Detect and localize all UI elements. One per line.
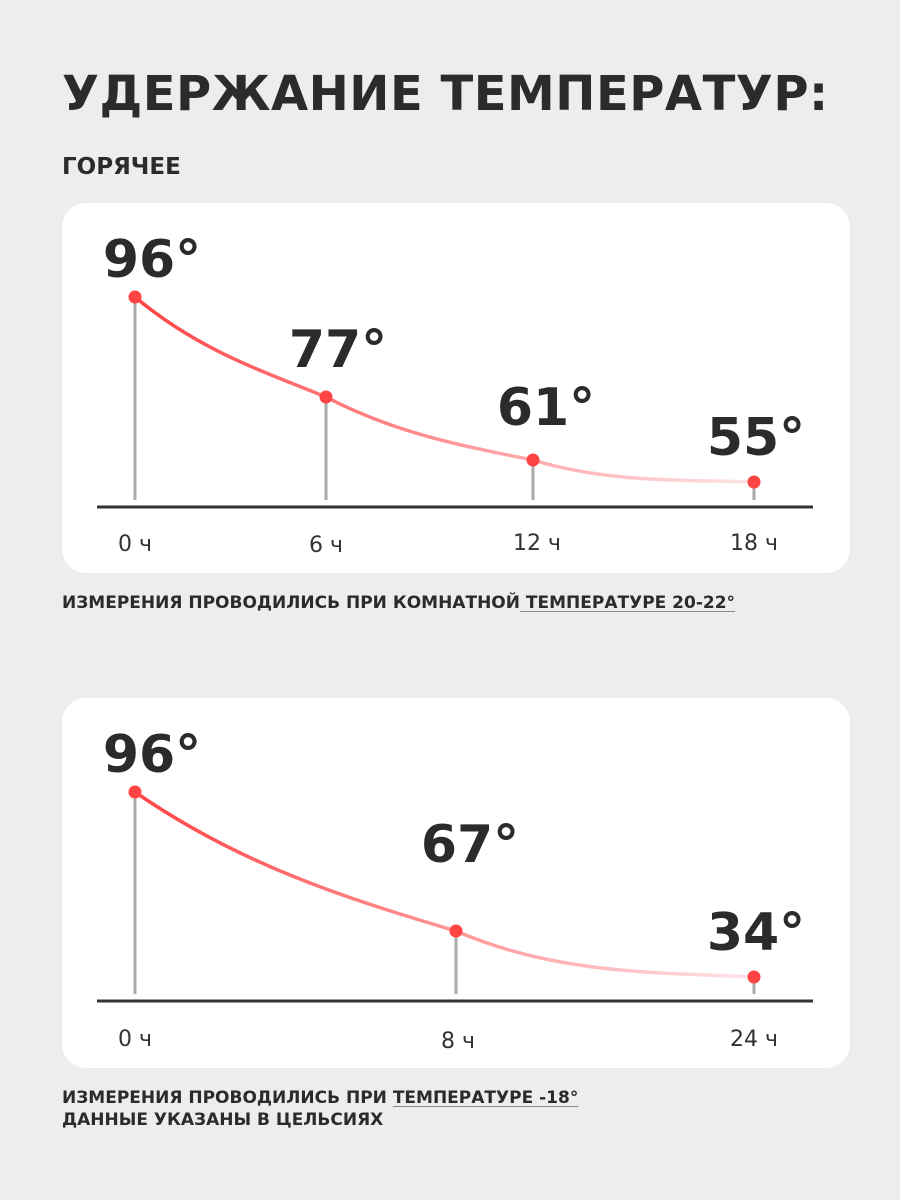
page-title: УДЕРЖАНИЕ ТЕМПЕРАТУР: [62,66,829,122]
caption-1-text: ИЗМЕРЕНИЯ ПРОВОДИЛИСЬ ПРИ КОМНАТНОЙ [62,593,520,613]
x-tick-label: 0 ч [118,1027,152,1052]
x-tick-label: 6 ч [309,533,343,558]
caption-2-line2: ДАННЫЕ УКАЗАНЫ В ЦЕЛЬСИЯХ [62,1110,384,1130]
data-label: 34° [707,903,805,963]
x-tick-label: 18 ч [730,531,778,556]
caption-1: ИЗМЕРЕНИЯ ПРОВОДИЛИСЬ ПРИ КОМНАТНОЙ ТЕМП… [62,592,735,614]
data-label: 96° [103,725,201,785]
data-point [449,924,463,938]
x-tick-label: 0 ч [118,532,152,557]
chart-card-1 [62,203,850,573]
x-tick-label: 8 ч [441,1029,475,1054]
caption-1-underlined: ТЕМПЕРАТУРЕ 20-22° [519,593,736,613]
data-point [128,785,142,799]
data-point [128,290,142,304]
caption-2-underlined: ТЕМПЕРАТУРЕ -18° [392,1088,579,1108]
caption-2-text: ИЗМЕРЕНИЯ ПРОВОДИЛИСЬ ПРИ [62,1088,393,1108]
section-subtitle: ГОРЯЧЕЕ [62,154,181,180]
data-label: 55° [707,408,805,468]
data-label: 77° [289,320,387,380]
data-point [747,475,761,489]
data-point [747,970,761,984]
caption-2: ИЗМЕРЕНИЯ ПРОВОДИЛИСЬ ПРИ ТЕМПЕРАТУРЕ -1… [62,1087,578,1131]
data-point [319,390,333,404]
x-tick-label: 12 ч [513,531,561,556]
chart-card-2 [62,698,850,1068]
series-line [133,295,755,484]
data-point [526,453,540,467]
x-tick-label: 24 ч [730,1027,778,1052]
data-label: 61° [497,378,595,438]
data-label: 96° [103,230,201,290]
data-label: 67° [421,815,519,875]
